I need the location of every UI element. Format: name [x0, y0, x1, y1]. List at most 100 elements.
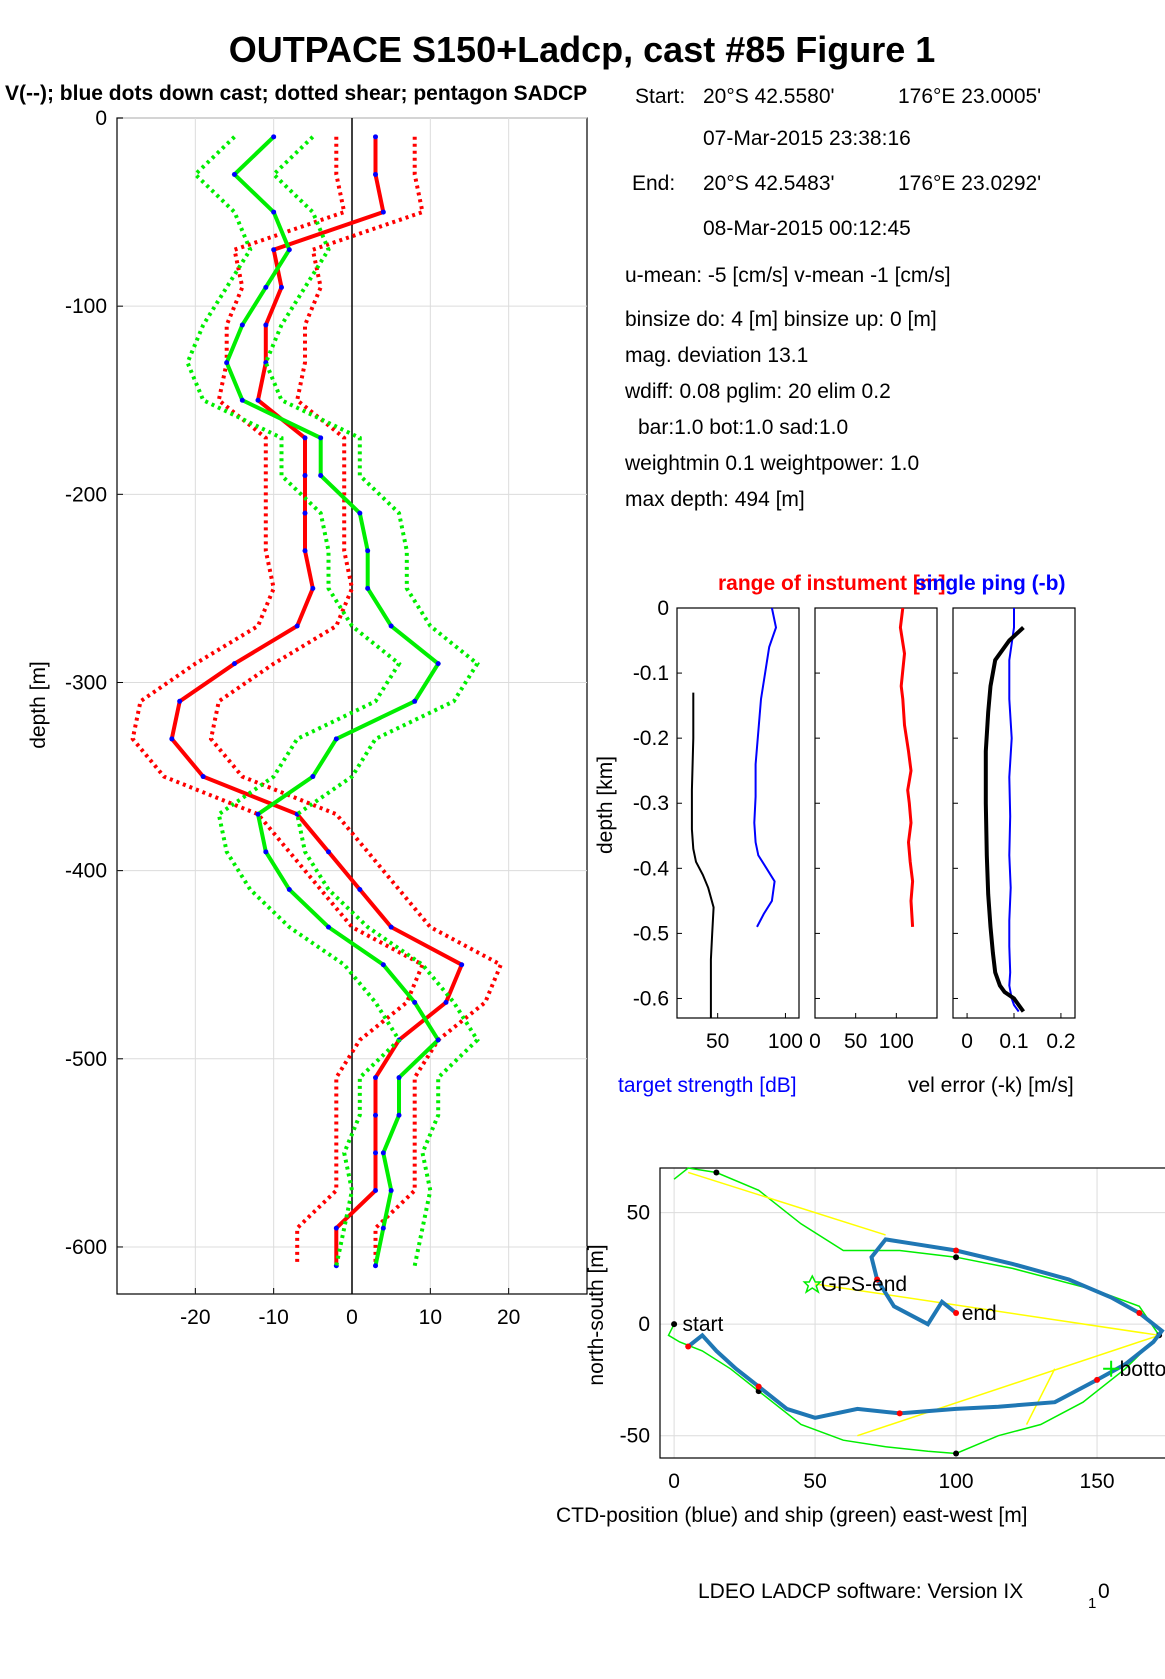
series-u-point: [373, 1075, 378, 1081]
start-lat: 20°S 42.5580': [703, 85, 835, 108]
series-u-point: [271, 247, 277, 253]
panel-y-tick-label: -0.6: [633, 987, 669, 1010]
footer: LDEO LADCP software: Version IX 1 0: [698, 1580, 1110, 1612]
target-strength-xlabel: target strength [dB]: [618, 1074, 797, 1097]
series-v-point: [239, 322, 245, 328]
position-xlabel: CTD-position (blue) and ship (green) eas…: [556, 1504, 1028, 1527]
series-v-point: [239, 397, 245, 403]
series-u-point: [200, 774, 206, 780]
panel-y-tick-label: -0.1: [633, 662, 669, 685]
end-time: 08-Mar-2015 00:12:45: [703, 217, 911, 240]
maxdepth-text: max depth: 494 [m]: [625, 488, 805, 511]
binsize-text: binsize do: 4 [m] binsize up: 0 [m]: [625, 308, 937, 331]
series-v-point: [380, 1150, 386, 1156]
series-u-point: [177, 698, 183, 704]
position-y-tick-label: 0: [638, 1313, 650, 1336]
panel-frame: [814, 607, 938, 1019]
panel-x-tick-label: 100: [768, 1030, 803, 1053]
means-text: u-mean: -5 [cm/s] v-mean -1 [cm/s]: [625, 264, 951, 287]
series-u-point: [294, 623, 300, 629]
error-panel-title: single ping (-b): [915, 572, 1065, 595]
series-v-point: [380, 962, 386, 968]
position-ship-point: [953, 1254, 960, 1261]
position-label-bottom: bottom: [1120, 1358, 1165, 1381]
position-yellow-segment: [857, 1334, 1160, 1437]
series-u-point: [443, 999, 449, 1005]
wdiff-text: wdiff: 0.08 pglim: 20 elim 0.2: [624, 380, 891, 403]
series-v-point: [286, 886, 292, 892]
series-u-point: [380, 209, 386, 215]
series-v-point: [232, 171, 237, 177]
y-tick-label: -400: [65, 860, 107, 883]
series-v-point: [388, 1188, 394, 1194]
series-u-point: [326, 849, 331, 855]
y-tick-label: 0: [95, 107, 107, 130]
position-yellow-segment: [814, 1283, 1160, 1337]
x-tick-label: 0: [346, 1306, 358, 1329]
position-y-tick-label: 50: [627, 1202, 650, 1225]
end-label: End:: [632, 172, 675, 195]
panel-y-tick-label: 0: [657, 597, 669, 620]
position-ylabel: north-south [m]: [585, 1244, 608, 1385]
panel-x-tick-label: 50: [844, 1030, 867, 1053]
series-v-point: [373, 1263, 378, 1269]
x-tick-label: 20: [497, 1306, 520, 1329]
series-u-point: [333, 1225, 339, 1231]
series-v-point: [412, 999, 418, 1005]
panel-series-range: [898, 607, 915, 927]
series-v-point: [435, 661, 441, 667]
start-time: 07-Mar-2015 23:38:16: [703, 127, 911, 150]
position-ctd-point: [1094, 1376, 1101, 1383]
series-v-point: [263, 284, 269, 290]
y-tick-label: -100: [65, 295, 107, 318]
series-u-point: [302, 548, 308, 554]
position-x-tick-label: 50: [803, 1470, 826, 1493]
position-ship-point: [953, 1450, 960, 1457]
weight-text: weightmin 0.1 weightpower: 1.0: [624, 452, 919, 475]
position-x-tick-label: 100: [939, 1470, 974, 1493]
series-v-point: [326, 924, 331, 930]
series-v-point: [412, 698, 418, 704]
position-yellow-segment: [1025, 1368, 1056, 1425]
magdev-text: mag. deviation 13.1: [625, 344, 808, 367]
panel-x-tick-label: 50: [706, 1030, 729, 1053]
panel-x-tick-label: 0.1: [999, 1030, 1028, 1053]
position-series-CTD: [686, 1237, 1165, 1420]
velocity-plot-ticks: -20 -10 0 10 200-100-200-300-400-500-600: [65, 107, 520, 1329]
position-yellow-segment: [687, 1171, 886, 1236]
velocity-plot-series: [130, 134, 504, 1269]
position-plot: 0 50 100 150 50 0 -50 start GPS-end end bottom: [620, 1167, 1165, 1493]
series-v-point: [271, 209, 277, 215]
series-v-point: [396, 1112, 402, 1118]
series-v-point: [388, 623, 394, 629]
position-ship-point: [671, 1321, 678, 1328]
series-u-point: [373, 134, 378, 140]
position-ctd-point: [685, 1343, 692, 1350]
y-tick-label: -200: [65, 483, 107, 506]
y-tick-label: -600: [65, 1236, 107, 1259]
position-ship-point: [713, 1169, 720, 1176]
footer-tail: 0: [1098, 1580, 1110, 1603]
position-ctd-point: [896, 1410, 903, 1417]
start-lon: 176°E 23.0005': [898, 85, 1041, 108]
series-u-point: [302, 435, 308, 441]
panel-y-tick-label: -0.5: [633, 922, 669, 945]
series-v-point: [263, 849, 269, 855]
panel-x-tick-label: 0: [961, 1030, 973, 1053]
panel-x-tick-label: 0: [809, 1030, 821, 1053]
panel-x-tick-label: 0.2: [1046, 1030, 1075, 1053]
series-v-point: [318, 473, 324, 479]
position-ctd-point: [953, 1310, 960, 1316]
position-label-gps-end: GPS-end: [821, 1273, 907, 1296]
series-u-point: [302, 510, 308, 516]
series-v-point: [286, 247, 292, 253]
series-u-point: [310, 585, 316, 591]
series-v-envelope: [185, 135, 402, 1267]
series-v-point: [357, 510, 363, 516]
x-tick-label: -10: [258, 1306, 288, 1329]
series-v-point: [365, 585, 371, 591]
position-x-tick-label: 0: [668, 1470, 680, 1493]
series-u-point: [373, 1112, 378, 1118]
x-tick-label: 10: [419, 1306, 442, 1329]
series-v-point: [310, 774, 316, 780]
